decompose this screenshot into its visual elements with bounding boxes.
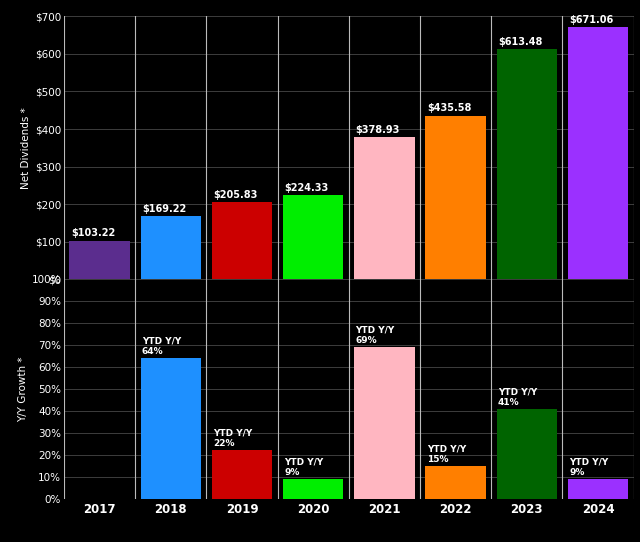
Text: $378.93: $378.93: [356, 125, 400, 135]
Text: $613.48: $613.48: [498, 36, 542, 47]
Text: YTD Y/Y
64%: YTD Y/Y 64%: [142, 337, 181, 356]
Y-axis label: Y/Y Growth *: Y/Y Growth *: [17, 356, 28, 422]
Bar: [497, 49, 557, 279]
Text: $435.58: $435.58: [427, 104, 471, 113]
Bar: [354, 347, 415, 499]
Text: $103.22: $103.22: [71, 228, 115, 238]
Text: YTD Y/Y
15%: YTD Y/Y 15%: [427, 444, 466, 463]
Bar: [212, 202, 272, 279]
Bar: [426, 466, 486, 499]
Text: YTD Y/Y
9%: YTD Y/Y 9%: [284, 457, 324, 477]
Bar: [568, 479, 628, 499]
Text: $169.22: $169.22: [142, 203, 186, 214]
Text: YTD Y/Y
41%: YTD Y/Y 41%: [498, 387, 537, 406]
Text: $224.33: $224.33: [284, 183, 328, 193]
Text: YTD Y/Y
9%: YTD Y/Y 9%: [569, 457, 609, 477]
Bar: [426, 115, 486, 279]
Bar: [212, 450, 272, 499]
Bar: [497, 409, 557, 499]
Text: YTD Y/Y
22%: YTD Y/Y 22%: [213, 429, 252, 448]
Bar: [568, 27, 628, 279]
Text: $205.83: $205.83: [213, 190, 257, 200]
Text: YTD Y/Y
69%: YTD Y/Y 69%: [356, 326, 395, 345]
Bar: [141, 358, 201, 499]
Bar: [283, 479, 344, 499]
Bar: [141, 216, 201, 279]
Y-axis label: Net Dividends *: Net Dividends *: [21, 107, 31, 189]
Bar: [69, 241, 130, 279]
Bar: [354, 137, 415, 279]
Text: $671.06: $671.06: [569, 15, 613, 25]
Bar: [283, 195, 344, 279]
